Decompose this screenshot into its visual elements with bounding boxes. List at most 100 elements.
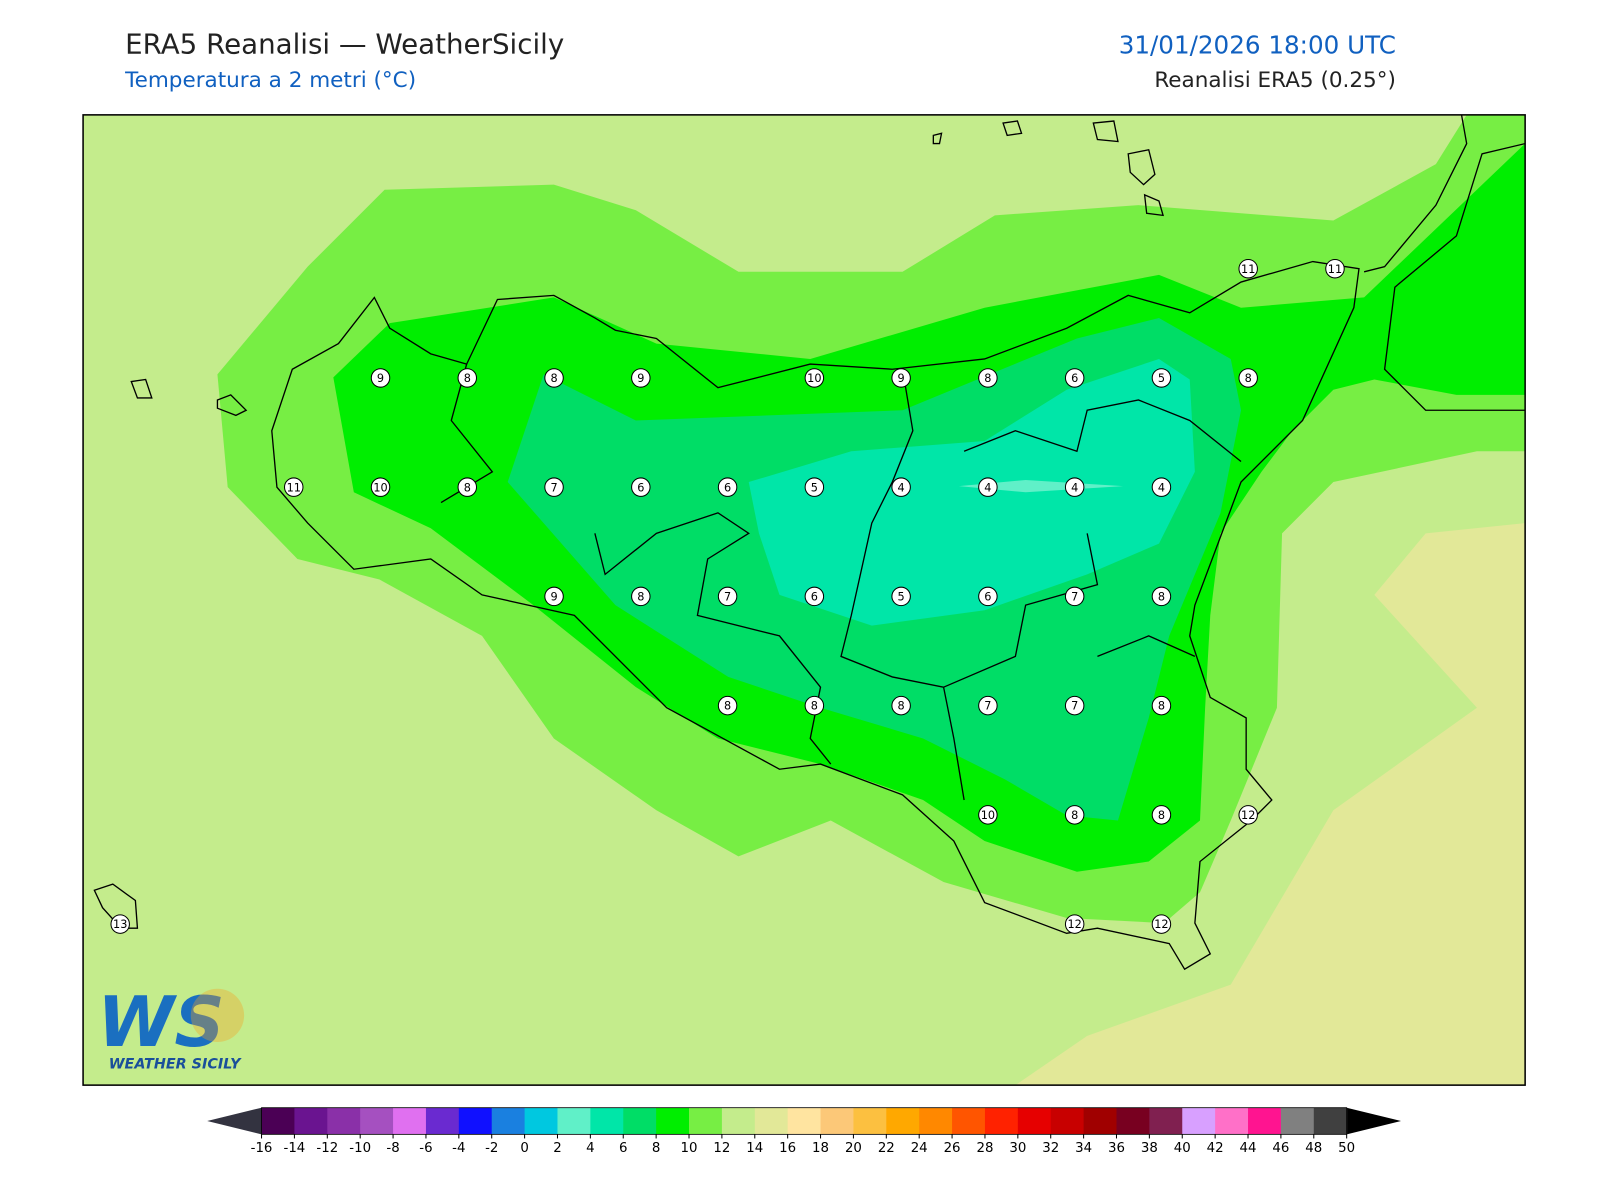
station-value: 8 xyxy=(637,591,644,604)
station-value: 7 xyxy=(984,700,991,713)
station-marker xyxy=(1064,477,1085,497)
station-value: 8 xyxy=(984,372,991,385)
station-marker xyxy=(717,695,738,716)
station-value: 6 xyxy=(984,591,991,604)
station-marker xyxy=(1151,477,1172,497)
datetime: 31/01/2026 18:00 UTC xyxy=(1119,30,1396,59)
station-marker xyxy=(978,586,998,607)
colorbar-tick-label: -8 xyxy=(386,1141,399,1156)
station-value: 8 xyxy=(464,372,471,385)
colorbar-tick-label: 14 xyxy=(746,1141,763,1156)
station-value: 6 xyxy=(811,591,818,604)
colorbar-swatch xyxy=(787,1107,822,1135)
colorbar-tick-label: 4 xyxy=(586,1141,594,1156)
station-marker xyxy=(1064,695,1085,716)
colorbar-swatch xyxy=(721,1107,756,1135)
station-marker xyxy=(978,695,998,716)
colorbar-swatch xyxy=(425,1107,460,1135)
station-value: 8 xyxy=(1158,809,1165,822)
colorbar-tick-label: -10 xyxy=(349,1141,371,1156)
station-marker xyxy=(804,477,825,497)
colorbar-swatch xyxy=(524,1107,558,1135)
colorbar-tick-label: 32 xyxy=(1042,1141,1059,1156)
colorbar-tick-label: -14 xyxy=(284,1141,306,1156)
colorbar-tick-label: -2 xyxy=(485,1141,498,1156)
colorbar-over xyxy=(1346,1107,1402,1135)
colorbar-tick-label: 44 xyxy=(1240,1141,1257,1156)
station-marker xyxy=(804,695,825,716)
logo: WS WEATHER SICILY xyxy=(97,982,245,1073)
colorbar-tick-label: 10 xyxy=(681,1141,698,1156)
station-marker xyxy=(1151,914,1172,934)
colorbar-swatch xyxy=(1083,1107,1118,1135)
station-value: 9 xyxy=(377,372,384,385)
colorbar-swatch xyxy=(919,1107,953,1135)
station-value: 12 xyxy=(1067,918,1081,931)
station-value: 4 xyxy=(1158,481,1165,494)
colorbar-tick-label: -12 xyxy=(316,1141,338,1156)
colorbar-tick-label: -16 xyxy=(251,1141,273,1156)
colorbar-tick-label: 42 xyxy=(1207,1141,1224,1156)
station-marker xyxy=(1238,368,1258,388)
colorbar-swatch xyxy=(360,1107,394,1135)
station-marker xyxy=(978,368,998,388)
colorbar-swatch xyxy=(1149,1107,1183,1135)
colorbar: -16 -14 -12 -10 -8 -6 -4 -2 0 2 4 6 8 10 12 14 16 18 20 22 2… xyxy=(207,1107,1402,1156)
colorbar-tick-label: 40 xyxy=(1174,1141,1191,1156)
station-marker xyxy=(891,368,911,388)
station-labels: 11 11 9 8 8 9 10 9 8 6 5 8 11 10 8 7 6 6 5 4 4 4 4 9 8 7 6 5 6 7 8 8 8 8 7… xyxy=(110,258,1345,934)
colorbar-tick-label: -4 xyxy=(452,1141,465,1156)
station-marker xyxy=(1151,805,1172,825)
colorbar-swatch xyxy=(853,1107,887,1135)
station-marker xyxy=(978,805,998,825)
colorbar-outline xyxy=(261,1107,1348,1135)
colorbar-tick-label: 38 xyxy=(1141,1141,1158,1156)
station-value: 9 xyxy=(637,372,644,385)
colorbar-tick-label: 28 xyxy=(976,1141,993,1156)
colorbar-swatch xyxy=(393,1107,427,1135)
colorbar-tick-label: 34 xyxy=(1075,1141,1092,1156)
station-value: 10 xyxy=(807,372,821,385)
colorbar-swatch xyxy=(1017,1107,1052,1135)
station-marker xyxy=(283,477,304,497)
colorbar-swatch xyxy=(458,1107,493,1135)
colorbar-tick-label: 48 xyxy=(1305,1141,1322,1156)
station-value: 7 xyxy=(550,481,557,494)
station-marker xyxy=(1064,914,1085,934)
station-marker xyxy=(1238,805,1258,825)
station-marker xyxy=(631,586,651,607)
colorbar-tick-label: 50 xyxy=(1338,1141,1355,1156)
colorbar-swatch xyxy=(1050,1107,1085,1135)
colorbar-swatch xyxy=(623,1107,657,1135)
station-value: 8 xyxy=(898,700,905,713)
islands xyxy=(93,120,1164,929)
colorbar-tick-label: 6 xyxy=(619,1141,627,1156)
station-marker xyxy=(1325,258,1345,279)
colorbar-swatch xyxy=(952,1107,986,1135)
station-value: 5 xyxy=(1158,372,1165,385)
station-marker xyxy=(370,477,391,497)
station-marker xyxy=(457,368,478,388)
colorbar-under xyxy=(207,1107,262,1135)
station-marker xyxy=(978,477,998,497)
map-area: 11 11 9 8 8 9 10 9 8 6 5 8 11 10 8 7 6 6 5 4 4 4 4 9 8 7 6 5 6 7 8 8 8 8 7… xyxy=(83,114,1526,1086)
colorbar-swatch xyxy=(1313,1107,1348,1135)
station-marker xyxy=(1064,586,1085,607)
colorbar-swatch xyxy=(557,1107,591,1135)
station-marker xyxy=(1151,586,1172,607)
map-frame xyxy=(82,114,1526,1086)
station-marker xyxy=(1064,368,1085,388)
station-value: 7 xyxy=(1071,700,1078,713)
station-value: 10 xyxy=(373,481,387,494)
colorbar-tick-label: 36 xyxy=(1108,1141,1125,1156)
station-marker xyxy=(717,586,738,607)
station-value: 8 xyxy=(1158,591,1165,604)
colorbar-tick-label: 22 xyxy=(878,1141,895,1156)
colorbar-swatch xyxy=(327,1107,361,1135)
station-marker xyxy=(1151,368,1172,388)
station-marker xyxy=(891,477,911,497)
station-marker xyxy=(891,586,911,607)
colorbar-swatch xyxy=(1215,1107,1249,1135)
source: Reanalisi ERA5 (0.25°) xyxy=(1154,68,1396,93)
colorbar-swatch xyxy=(590,1107,624,1135)
